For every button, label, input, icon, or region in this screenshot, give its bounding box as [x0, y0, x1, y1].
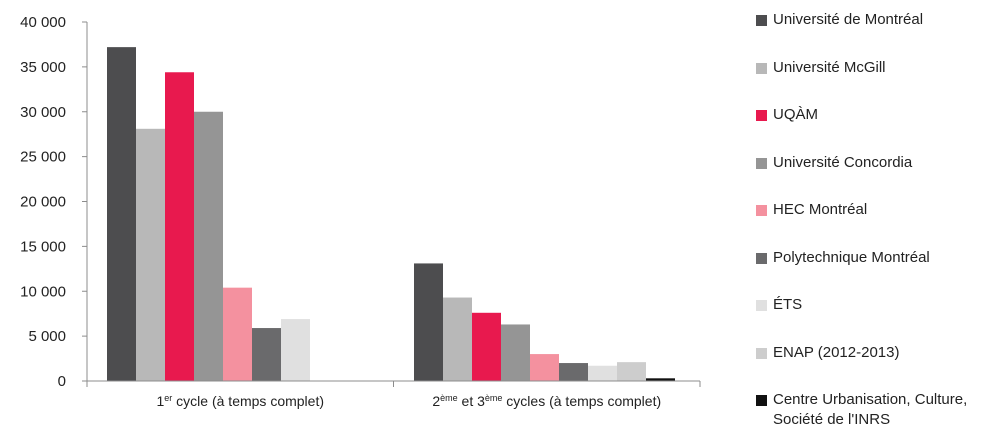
- bar-5-2: [530, 354, 559, 381]
- bar-2-1: [136, 128, 165, 381]
- bar-1-1: [107, 47, 136, 381]
- legend-swatch: [756, 300, 767, 311]
- x-label-superscript: ème: [485, 393, 503, 403]
- legend-item: ÉTS: [752, 294, 980, 342]
- legend: Université de Montréal Université McGill U…: [752, 9, 980, 437]
- bar-4-1: [194, 111, 223, 381]
- bar-6-1: [252, 328, 281, 381]
- legend-label: ENAP (2012-2013): [773, 343, 900, 361]
- x-label-superscript: er: [164, 393, 172, 403]
- x-category-label: 1er cycle (à temps complet): [156, 393, 324, 409]
- legend-swatch: [756, 205, 767, 216]
- bar-7-2: [588, 365, 617, 381]
- legend-item: ENAP (2012-2013): [752, 342, 980, 390]
- legend-item: Université Concordia: [752, 152, 980, 200]
- legend-label: Université McGill: [773, 58, 886, 76]
- legend-item: Centre Urbanisation, Culture, Société de…: [752, 389, 980, 437]
- bar-7-1: [281, 319, 310, 381]
- legend-label: Centre Urbanisation, Culture, Société de…: [773, 391, 968, 428]
- legend-label: Polytechnique Montréal: [773, 248, 930, 266]
- bars: [107, 47, 675, 381]
- legend-label: UQÀM: [773, 106, 818, 123]
- y-tick-label: 30 000: [20, 104, 66, 121]
- y-tick-label: 20 000: [20, 194, 66, 211]
- legend-swatch: [756, 62, 767, 74]
- y-tick-label: 25 000: [20, 149, 66, 166]
- x-axis: 1er cycle (à temps complet) 2ème et 3ème …: [86, 380, 701, 409]
- bar-6-2: [559, 363, 588, 381]
- legend-item: Université de Montréal: [752, 9, 980, 57]
- legend-item: Polytechnique Montréal: [752, 247, 980, 295]
- legend-swatch: [756, 15, 767, 26]
- x-category-label: 2ème et 3ème cycles (à temps complet): [432, 393, 661, 409]
- legend-swatch: [756, 157, 767, 169]
- legend-item: UQÀM: [752, 104, 980, 152]
- legend-label: Université de Montréal: [773, 11, 924, 28]
- legend-item: Université McGill: [752, 57, 980, 105]
- x-label-text: et 3: [458, 393, 485, 409]
- legend-item: HEC Montréal: [752, 199, 980, 247]
- legend-swatch: [756, 395, 767, 406]
- x-label-text: 2: [432, 393, 440, 409]
- x-label-text: 1: [156, 393, 164, 409]
- legend-swatch: [756, 252, 767, 264]
- legend-label: ÉTS: [773, 296, 803, 313]
- bar-5-1: [223, 287, 252, 381]
- x-label-text: cycle (à temps complet): [172, 393, 324, 409]
- y-tick-label: 0: [58, 373, 66, 390]
- legend-swatch: [756, 347, 767, 359]
- legend-label: Université Concordia: [773, 153, 913, 171]
- y-tick-label: 10 000: [20, 283, 66, 300]
- bar-3-1: [165, 72, 194, 381]
- y-tick-label: 15 000: [20, 238, 66, 255]
- bar-3-2: [472, 312, 501, 381]
- bar-1-2: [414, 263, 443, 381]
- x-label-superscript: ème: [440, 393, 458, 403]
- legend-label: HEC Montréal: [773, 201, 868, 218]
- bar-8-2: [617, 362, 646, 381]
- bar-9-2: [646, 378, 675, 381]
- y-tick-label: 5 000: [28, 328, 66, 345]
- legend-swatch: [756, 110, 767, 121]
- x-label-text: cycles (à temps complet): [502, 393, 661, 409]
- bar-chart: 0 5 000 10 000 15 000 20 000 25 000 30 000 35 0…: [20, 14, 701, 409]
- bar-2-2: [443, 297, 472, 381]
- y-tick-label: 40 000: [20, 14, 66, 31]
- y-axis: 0 5 000 10 000 15 000 20 000 25 000 30 000 35 0…: [20, 14, 88, 390]
- bar-4-2: [501, 324, 530, 381]
- y-tick-label: 35 000: [20, 59, 66, 76]
